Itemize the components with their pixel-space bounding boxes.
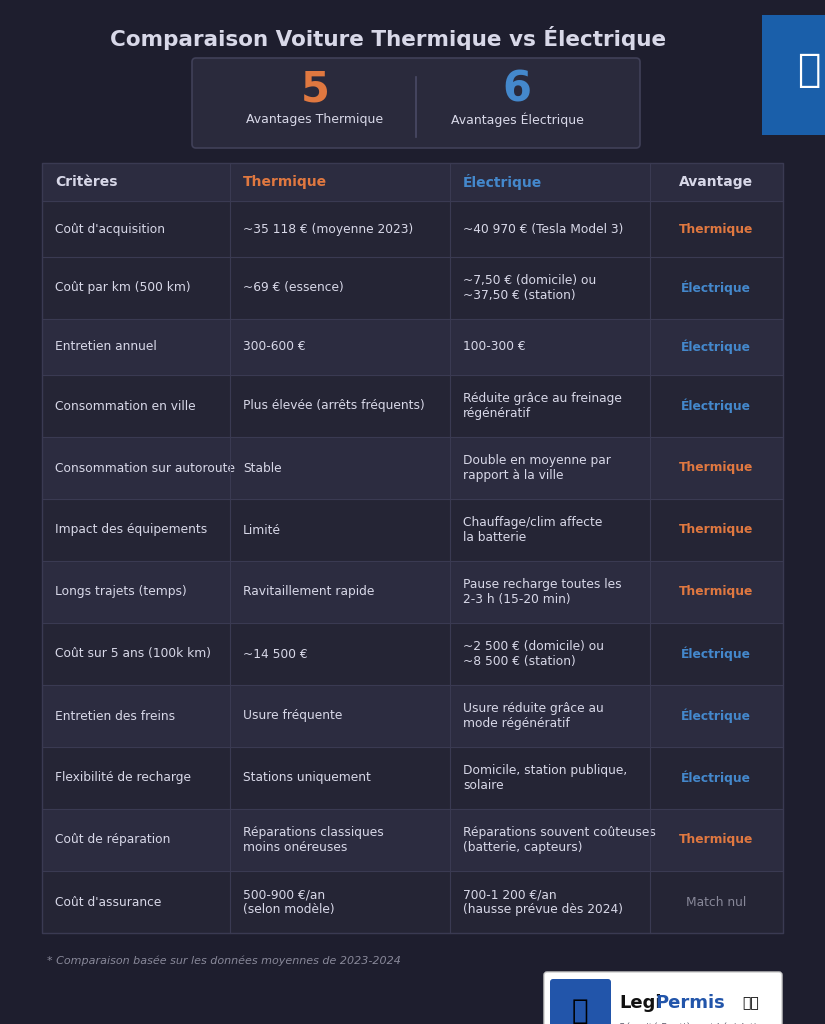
Text: * Comparaison basée sur les données moyennes de 2023-2024: * Comparaison basée sur les données moye…: [47, 955, 401, 967]
Bar: [42, 201, 783, 257]
Text: 500-900 €/an
(selon modèle): 500-900 €/an (selon modèle): [243, 888, 335, 916]
Text: Thermique: Thermique: [679, 586, 753, 598]
Text: Avantage: Avantage: [679, 175, 753, 189]
Bar: [762, 15, 825, 135]
Text: 6: 6: [502, 69, 531, 111]
Text: Thermique: Thermique: [679, 462, 753, 474]
Text: Électrique: Électrique: [681, 340, 751, 354]
Text: Électrique: Électrique: [681, 647, 751, 662]
Bar: [42, 561, 783, 623]
Text: ~40 970 € (Tesla Model 3): ~40 970 € (Tesla Model 3): [463, 222, 624, 236]
Text: Limité: Limité: [243, 523, 281, 537]
Text: Avantages Thermique: Avantages Thermique: [246, 114, 384, 127]
Text: Entretien annuel: Entretien annuel: [55, 341, 157, 353]
Bar: [42, 319, 783, 375]
Text: Réparations souvent coûteuses
(batterie, capteurs): Réparations souvent coûteuses (batterie,…: [463, 826, 656, 854]
FancyBboxPatch shape: [550, 979, 611, 1024]
Text: Usure réduite grâce au
mode régénératif: Usure réduite grâce au mode régénératif: [463, 702, 604, 730]
Bar: [42, 746, 783, 809]
Text: 700-1 200 €/an
(hausse prévue dès 2024): 700-1 200 €/an (hausse prévue dès 2024): [463, 888, 623, 916]
Text: 🚗: 🚗: [797, 51, 820, 89]
Text: Consommation en ville: Consommation en ville: [55, 399, 196, 413]
Text: Coût d'assurance: Coût d'assurance: [55, 896, 162, 908]
Text: ~14 500 €: ~14 500 €: [243, 647, 308, 660]
Text: Réduite grâce au freinage
régénératif: Réduite grâce au freinage régénératif: [463, 392, 622, 420]
Text: Ravitaillement rapide: Ravitaillement rapide: [243, 586, 375, 598]
Text: 🇫🇷: 🇫🇷: [742, 996, 759, 1010]
Text: Thermique: Thermique: [679, 834, 753, 847]
Text: 100-300 €: 100-300 €: [463, 341, 526, 353]
Bar: [42, 623, 783, 685]
Text: Sécurité Routière et Législation: Sécurité Routière et Législation: [619, 1022, 768, 1024]
Text: Legi: Legi: [619, 994, 662, 1012]
Bar: [42, 257, 783, 319]
Text: Thermique: Thermique: [679, 222, 753, 236]
Bar: [42, 437, 783, 499]
Text: Usure fréquente: Usure fréquente: [243, 710, 342, 723]
Text: Critères: Critères: [55, 175, 117, 189]
Text: Électrique: Électrique: [463, 174, 542, 190]
Bar: [42, 375, 783, 437]
Text: Entretien des freins: Entretien des freins: [55, 710, 175, 723]
Text: Pause recharge toutes les
2-3 h (15-20 min): Pause recharge toutes les 2-3 h (15-20 m…: [463, 578, 621, 606]
Text: Plus élevée (arrêts fréquents): Plus élevée (arrêts fréquents): [243, 399, 425, 413]
FancyBboxPatch shape: [544, 972, 782, 1024]
Text: Flexibilité de recharge: Flexibilité de recharge: [55, 771, 191, 784]
Text: Double en moyenne par
rapport à la ville: Double en moyenne par rapport à la ville: [463, 454, 610, 482]
Text: Consommation sur autoroute: Consommation sur autoroute: [55, 462, 235, 474]
Text: Électrique: Électrique: [681, 398, 751, 414]
Text: Coût de réparation: Coût de réparation: [55, 834, 171, 847]
Text: Longs trajets (temps): Longs trajets (temps): [55, 586, 186, 598]
FancyBboxPatch shape: [192, 58, 640, 148]
Text: Coût sur 5 ans (100k km): Coût sur 5 ans (100k km): [55, 647, 211, 660]
Text: Permis: Permis: [655, 994, 724, 1012]
Text: Stable: Stable: [243, 462, 281, 474]
Bar: [42, 499, 783, 561]
Bar: [42, 163, 783, 933]
Bar: [42, 685, 783, 746]
Text: Thermique: Thermique: [243, 175, 328, 189]
Text: ~35 118 € (moyenne 2023): ~35 118 € (moyenne 2023): [243, 222, 413, 236]
Text: Réparations classiques
moins onéreuses: Réparations classiques moins onéreuses: [243, 826, 384, 854]
Text: 🚗: 🚗: [572, 997, 588, 1024]
Bar: [42, 163, 783, 201]
Text: ~7,50 € (domicile) ou
~37,50 € (station): ~7,50 € (domicile) ou ~37,50 € (station): [463, 274, 596, 302]
Text: Impact des équipements: Impact des équipements: [55, 523, 207, 537]
Text: Électrique: Électrique: [681, 709, 751, 723]
Text: Comparaison Voiture Thermique vs Électrique: Comparaison Voiture Thermique vs Électri…: [110, 26, 666, 50]
Text: Coût d'acquisition: Coût d'acquisition: [55, 222, 165, 236]
Text: Stations uniquement: Stations uniquement: [243, 771, 371, 784]
Text: Match nul: Match nul: [686, 896, 746, 908]
Text: Thermique: Thermique: [679, 523, 753, 537]
Text: Électrique: Électrique: [681, 281, 751, 295]
Text: Avantages Électrique: Avantages Électrique: [450, 113, 583, 127]
Text: ~2 500 € (domicile) ou
~8 500 € (station): ~2 500 € (domicile) ou ~8 500 € (station…: [463, 640, 604, 668]
Text: Coût par km (500 km): Coût par km (500 km): [55, 282, 191, 295]
Text: Chauffage/clim affecte
la batterie: Chauffage/clim affecte la batterie: [463, 516, 602, 544]
Text: Électrique: Électrique: [681, 771, 751, 785]
Bar: [42, 871, 783, 933]
Text: 5: 5: [300, 69, 329, 111]
Bar: [42, 809, 783, 871]
Text: 300-600 €: 300-600 €: [243, 341, 305, 353]
Text: Domicile, station publique,
solaire: Domicile, station publique, solaire: [463, 764, 627, 792]
Text: ~69 € (essence): ~69 € (essence): [243, 282, 344, 295]
